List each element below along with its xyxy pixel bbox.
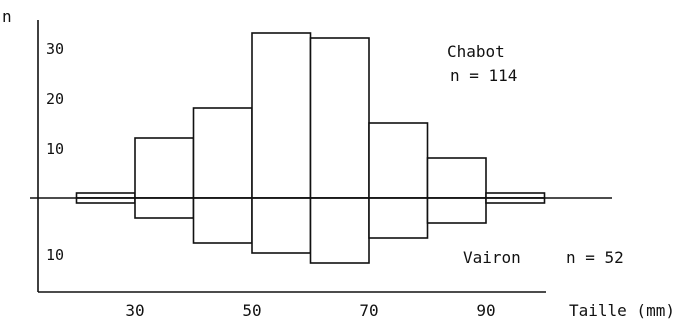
vairon-bar-80-90: [426, 197, 487, 224]
chabot-series-name: Chabot: [447, 42, 505, 61]
chabot-bar-70-80: [368, 122, 429, 199]
vairon-bar-70-80: [368, 197, 429, 239]
chabot-bar-80-90: [426, 157, 487, 199]
x-tick-30: 30: [125, 301, 144, 320]
vairon-bar-40-50: [192, 197, 253, 244]
vairon-bar-60-70: [309, 197, 370, 264]
y-tick-down-10: 10: [46, 246, 64, 264]
chabot-bar-60-70: [309, 37, 370, 199]
y-tick-up-20: 20: [46, 90, 64, 108]
x-tick-70: 70: [359, 301, 378, 320]
x-tick-90: 90: [476, 301, 495, 320]
x-tick-labels: 30 50 70 90: [125, 301, 495, 320]
chabot-bars: [75, 32, 546, 199]
vairon-bar-50-60: [251, 197, 312, 254]
chabot-count-label: n = 114: [450, 66, 517, 85]
y-axis-label: n: [2, 7, 12, 26]
x-axis-label: Taille (mm): [569, 301, 675, 320]
y-tick-labels: 10 20 30 10: [46, 40, 64, 264]
y-tick-up-10: 10: [46, 140, 64, 158]
vairon-series-name: Vairon: [463, 248, 521, 267]
x-tick-50: 50: [242, 301, 261, 320]
chabot-bar-50-60: [251, 32, 312, 199]
vairon-bar-30-40: [134, 197, 195, 219]
y-tick-up-30: 30: [46, 40, 64, 58]
vairon-count-label: n = 52: [566, 248, 624, 267]
chabot-bar-30-40: [134, 137, 195, 199]
chabot-bar-40-50: [192, 107, 253, 199]
